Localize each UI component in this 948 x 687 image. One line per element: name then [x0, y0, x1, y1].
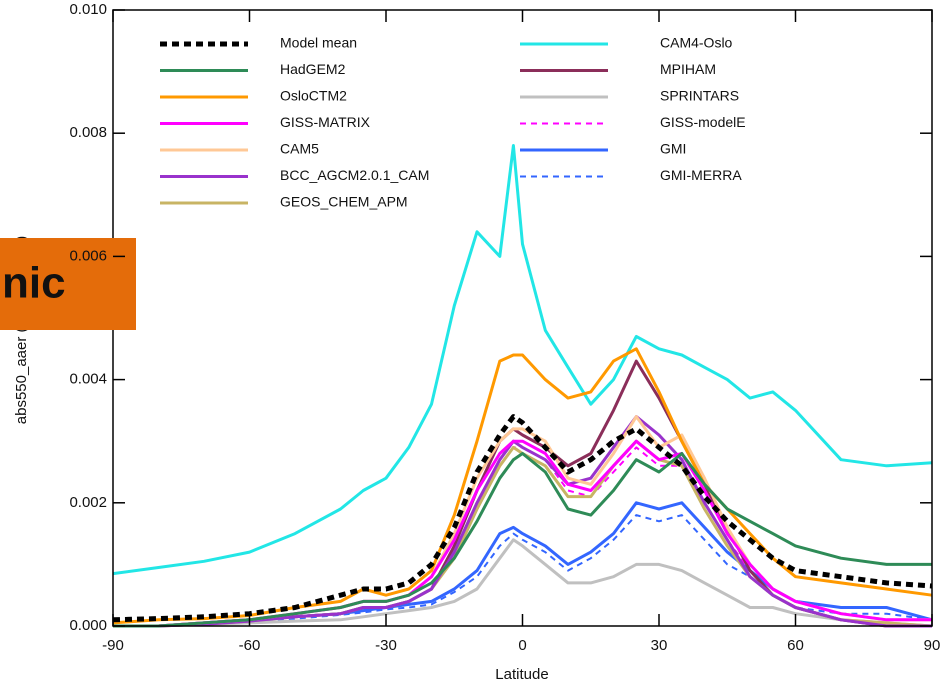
- y-tick-label: 0.008: [69, 124, 107, 141]
- x-tick-label: 60: [787, 637, 804, 654]
- legend: Model mean HadGEM2 OsloCTM2 GISS-MATRIX CAM5…: [160, 35, 746, 210]
- series-line: [113, 415, 932, 628]
- x-tick-label: 90: [924, 637, 941, 654]
- y-tick-label: 0.000: [69, 617, 107, 634]
- overlay-box: [0, 238, 136, 330]
- legend-label: GMI: [660, 141, 686, 157]
- legend-label: CAM4-Oslo: [660, 35, 733, 51]
- x-tick-label: -90: [102, 637, 124, 654]
- legend-label: OsloCTM2: [280, 88, 347, 104]
- series-line: [113, 452, 932, 628]
- series-line: [113, 501, 933, 628]
- y-tick-label: 0.002: [69, 494, 107, 511]
- series-line: [113, 538, 933, 628]
- legend-label: HadGEM2: [280, 61, 346, 77]
- x-tick-label: -60: [239, 637, 261, 654]
- series-line: [112, 347, 933, 625]
- legend-label: MPIHAM: [660, 61, 716, 77]
- legend-label: Model mean: [280, 35, 357, 51]
- plot-area: [112, 144, 933, 628]
- legend-label: BCC_AGCM2.0.1_CAM: [280, 167, 429, 183]
- x-axis-label: Latitude: [495, 666, 548, 683]
- overlay-text: nic: [2, 259, 66, 308]
- legend-label: SPRINTARS: [660, 88, 739, 104]
- x-tick-label: 0: [518, 637, 526, 654]
- y-tick-label: 0.004: [69, 371, 107, 388]
- legend-label: GMI-MERRA: [660, 167, 742, 183]
- legend-label: GISS-modelE: [660, 114, 746, 130]
- series-line: [113, 446, 933, 627]
- series-line: [113, 359, 932, 628]
- legend-label: CAM5: [280, 141, 319, 157]
- series-line: [113, 514, 933, 627]
- legend-label: GEOS_CHEM_APM: [280, 194, 408, 210]
- y-tick-label: 0.006: [69, 247, 107, 264]
- series-line: [112, 414, 933, 623]
- series-line: [112, 144, 933, 576]
- x-tick-label: 30: [651, 637, 668, 654]
- legend-label: GISS-MATRIX: [280, 114, 371, 130]
- x-tick-label: -30: [375, 637, 397, 654]
- y-tick-label: 0.010: [69, 1, 107, 18]
